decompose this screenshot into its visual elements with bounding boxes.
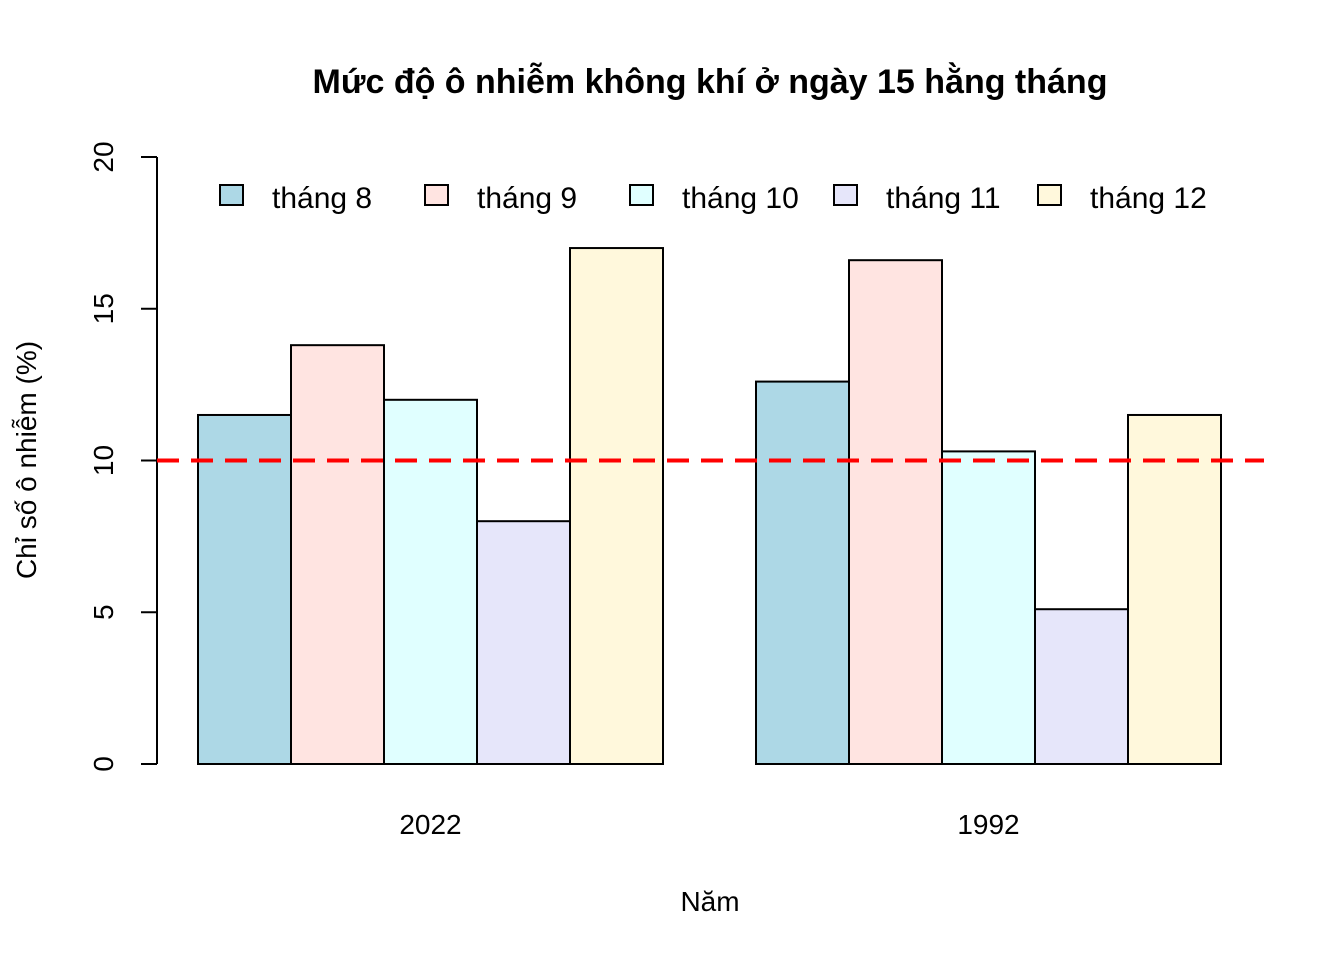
chart-title: Mức độ ô nhiễm không khí ở ngày 15 hằng … (313, 63, 1108, 101)
bar (1127, 413, 1222, 765)
bars-group (197, 247, 1222, 766)
legend-label: tháng 10 (682, 182, 799, 215)
bar (476, 520, 571, 766)
y-axis: 0 5 10 15 20 (88, 141, 158, 772)
bar (941, 450, 1036, 765)
bar (569, 247, 664, 766)
legend-label: tháng 9 (477, 182, 577, 215)
x-tick-label: 1992 (957, 809, 1019, 840)
x-tick-label: 2022 (399, 809, 461, 840)
y-tick-label: 20 (88, 141, 119, 172)
bar (1034, 608, 1129, 766)
legend-label: tháng 8 (272, 182, 372, 215)
bar (848, 259, 943, 765)
y-axis-label: Chỉ số ô nhiễm (%) (11, 341, 42, 579)
legend-swatch (629, 184, 654, 206)
bar (197, 413, 292, 765)
y-tick-label: 0 (88, 756, 119, 772)
legend-swatch (424, 184, 449, 206)
legend-swatch (219, 184, 244, 206)
x-tick-labels: 2022 1992 (399, 809, 1019, 840)
bar (290, 344, 385, 765)
y-tick-label: 5 (88, 604, 119, 620)
legend-label: tháng 11 (886, 182, 1001, 215)
legend: tháng 8 tháng 9 tháng 10 tháng 11 tháng 12 (219, 182, 1207, 215)
bar (383, 398, 478, 765)
y-tick-label: 10 (88, 445, 119, 476)
legend-swatch (833, 184, 858, 206)
legend-label: tháng 12 (1090, 182, 1207, 215)
x-axis-label: Năm (680, 886, 739, 917)
legend-swatch (1037, 184, 1062, 206)
y-tick-label: 15 (88, 293, 119, 324)
bar (755, 380, 850, 765)
